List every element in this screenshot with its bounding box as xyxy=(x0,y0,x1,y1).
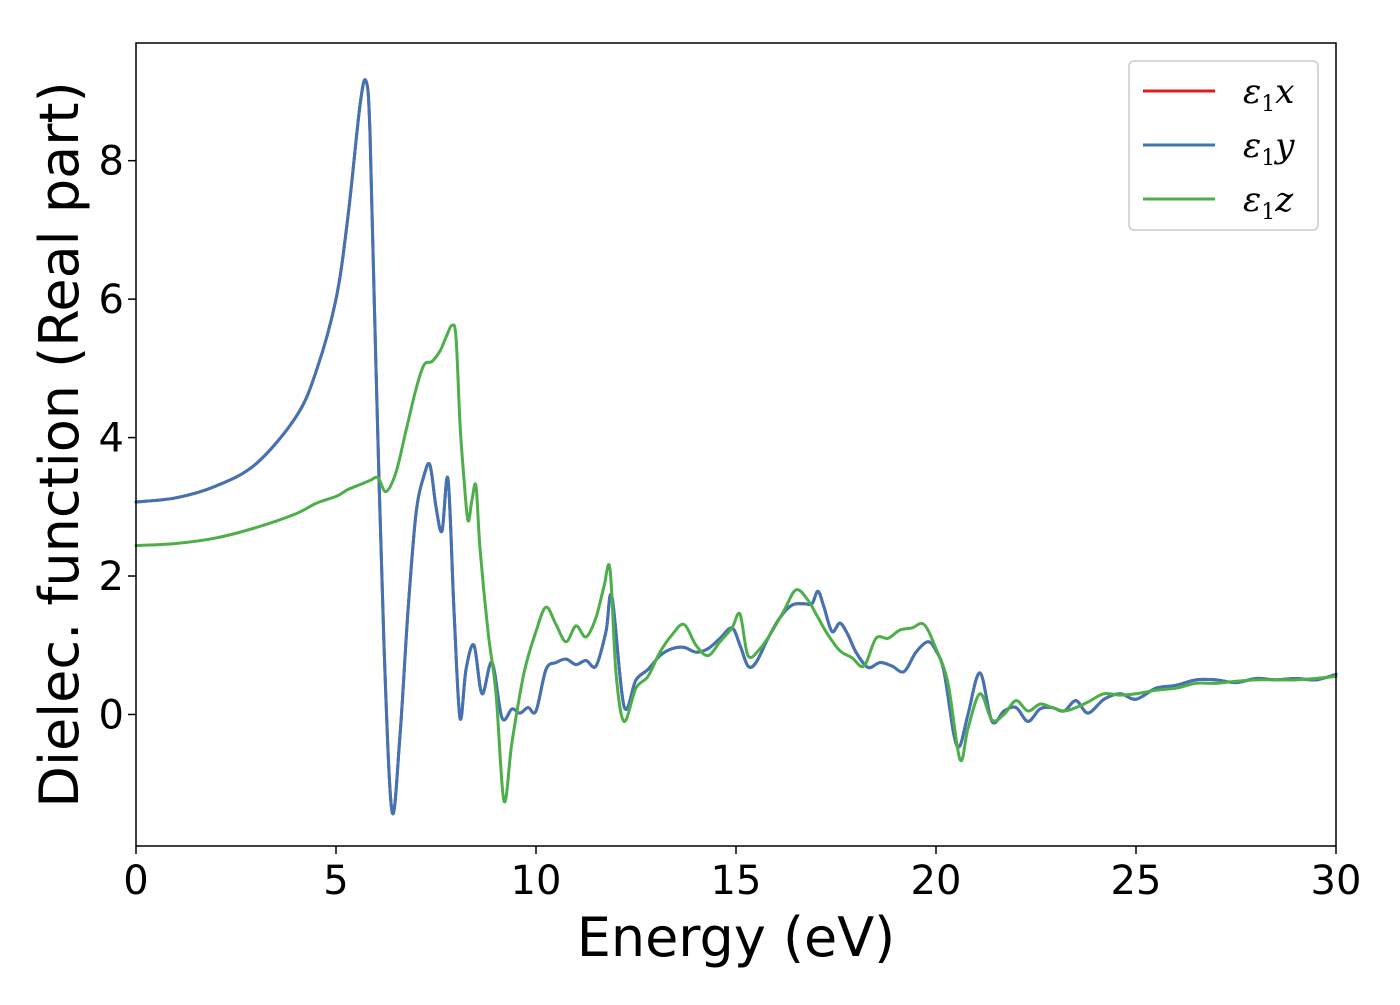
legend-items: ε1x ε1y ε1z xyxy=(1143,72,1295,225)
x-tick-label: 10 xyxy=(511,858,562,904)
y-axis-ticks: 0 2 4 6 8 xyxy=(99,139,136,738)
x-tick-label: 15 xyxy=(711,858,762,904)
x-tick-label: 5 xyxy=(323,858,348,904)
series-layer xyxy=(134,78,1338,816)
y-axis-title: Dielec. function (Real part) xyxy=(28,81,91,807)
legend-box xyxy=(1128,60,1319,231)
y-tick-label: 6 xyxy=(99,277,124,323)
x-tick-label: 0 xyxy=(123,858,148,904)
y-tick-label: 0 xyxy=(99,692,124,738)
x-tick-label: 25 xyxy=(1111,858,1162,904)
x-axis-ticks: 0 5 10 15 20 25 30 xyxy=(123,846,1361,904)
series-line-epsilon1y xyxy=(134,78,1338,816)
x-tick-label: 30 xyxy=(1311,858,1362,904)
y-tick-label: 2 xyxy=(99,554,124,600)
y-tick-label: 4 xyxy=(99,416,124,462)
y-tick-label: 8 xyxy=(99,139,124,185)
x-tick-label: 20 xyxy=(911,858,962,904)
legend-label: ε1y xyxy=(1243,126,1295,171)
legend-label: ε1z xyxy=(1243,180,1294,225)
series-line-epsilon1z xyxy=(134,323,1338,804)
legend-label: ε1x xyxy=(1243,72,1294,117)
x-axis-title: Energy (eV) xyxy=(577,906,896,969)
legend: ε1x ε1y ε1z xyxy=(1128,60,1319,231)
